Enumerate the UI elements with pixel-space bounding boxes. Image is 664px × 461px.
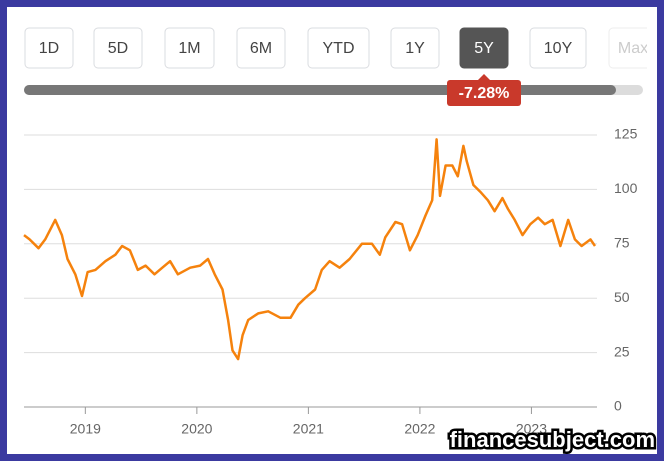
range-button[interactable]: [164, 27, 215, 69]
range-button[interactable]: [307, 27, 370, 69]
y-tick-label: 100: [614, 180, 638, 196]
range-button-label[interactable]: 10Y: [544, 40, 573, 57]
range-button-label[interactable]: 5Y: [474, 40, 494, 57]
change-badge-text: -7.28%: [459, 85, 510, 102]
x-tick-label: 2020: [181, 421, 212, 437]
y-tick-label: 125: [614, 126, 638, 142]
range-button-label[interactable]: 1Y: [405, 40, 425, 57]
range-button[interactable]: [608, 27, 657, 69]
range-button[interactable]: [529, 27, 587, 69]
range-button-label[interactable]: 5D: [108, 40, 128, 57]
x-tick-label: 2023: [516, 421, 547, 437]
range-button-label[interactable]: 1D: [39, 40, 59, 57]
range-button-label[interactable]: YTD: [323, 40, 355, 57]
y-tick-label: 25: [614, 343, 630, 359]
price-line: [23, 138, 597, 361]
y-tick-label: 75: [614, 235, 630, 251]
range-button-label[interactable]: 6M: [250, 40, 272, 57]
x-tick-label: 2022: [404, 421, 435, 437]
slider-fill: [24, 85, 616, 95]
range-buttons: 1D 5D 1M 6M YTD 1Y 5Y 10Y Max: [24, 27, 657, 69]
watermark: financesubject.com: [450, 427, 655, 452]
chart: 0 25 50 75 100 125 2019 2020 2021 2022 2023: [23, 126, 638, 437]
range-button-label[interactable]: 1M: [178, 40, 200, 57]
range-button[interactable]: [390, 27, 440, 69]
range-button[interactable]: [236, 27, 286, 69]
badge-pointer: [478, 74, 490, 80]
range-button[interactable]: [459, 27, 509, 69]
range-button[interactable]: [24, 27, 74, 69]
y-tick-label: 50: [614, 289, 630, 305]
x-tick-label: 2021: [293, 421, 324, 437]
x-tick-label: 2019: [70, 421, 101, 437]
range-button-label[interactable]: Max: [618, 40, 648, 57]
panel: [7, 7, 657, 454]
y-tick-label: 0: [614, 398, 622, 414]
range-button[interactable]: [93, 27, 143, 69]
change-badge: [447, 80, 521, 106]
